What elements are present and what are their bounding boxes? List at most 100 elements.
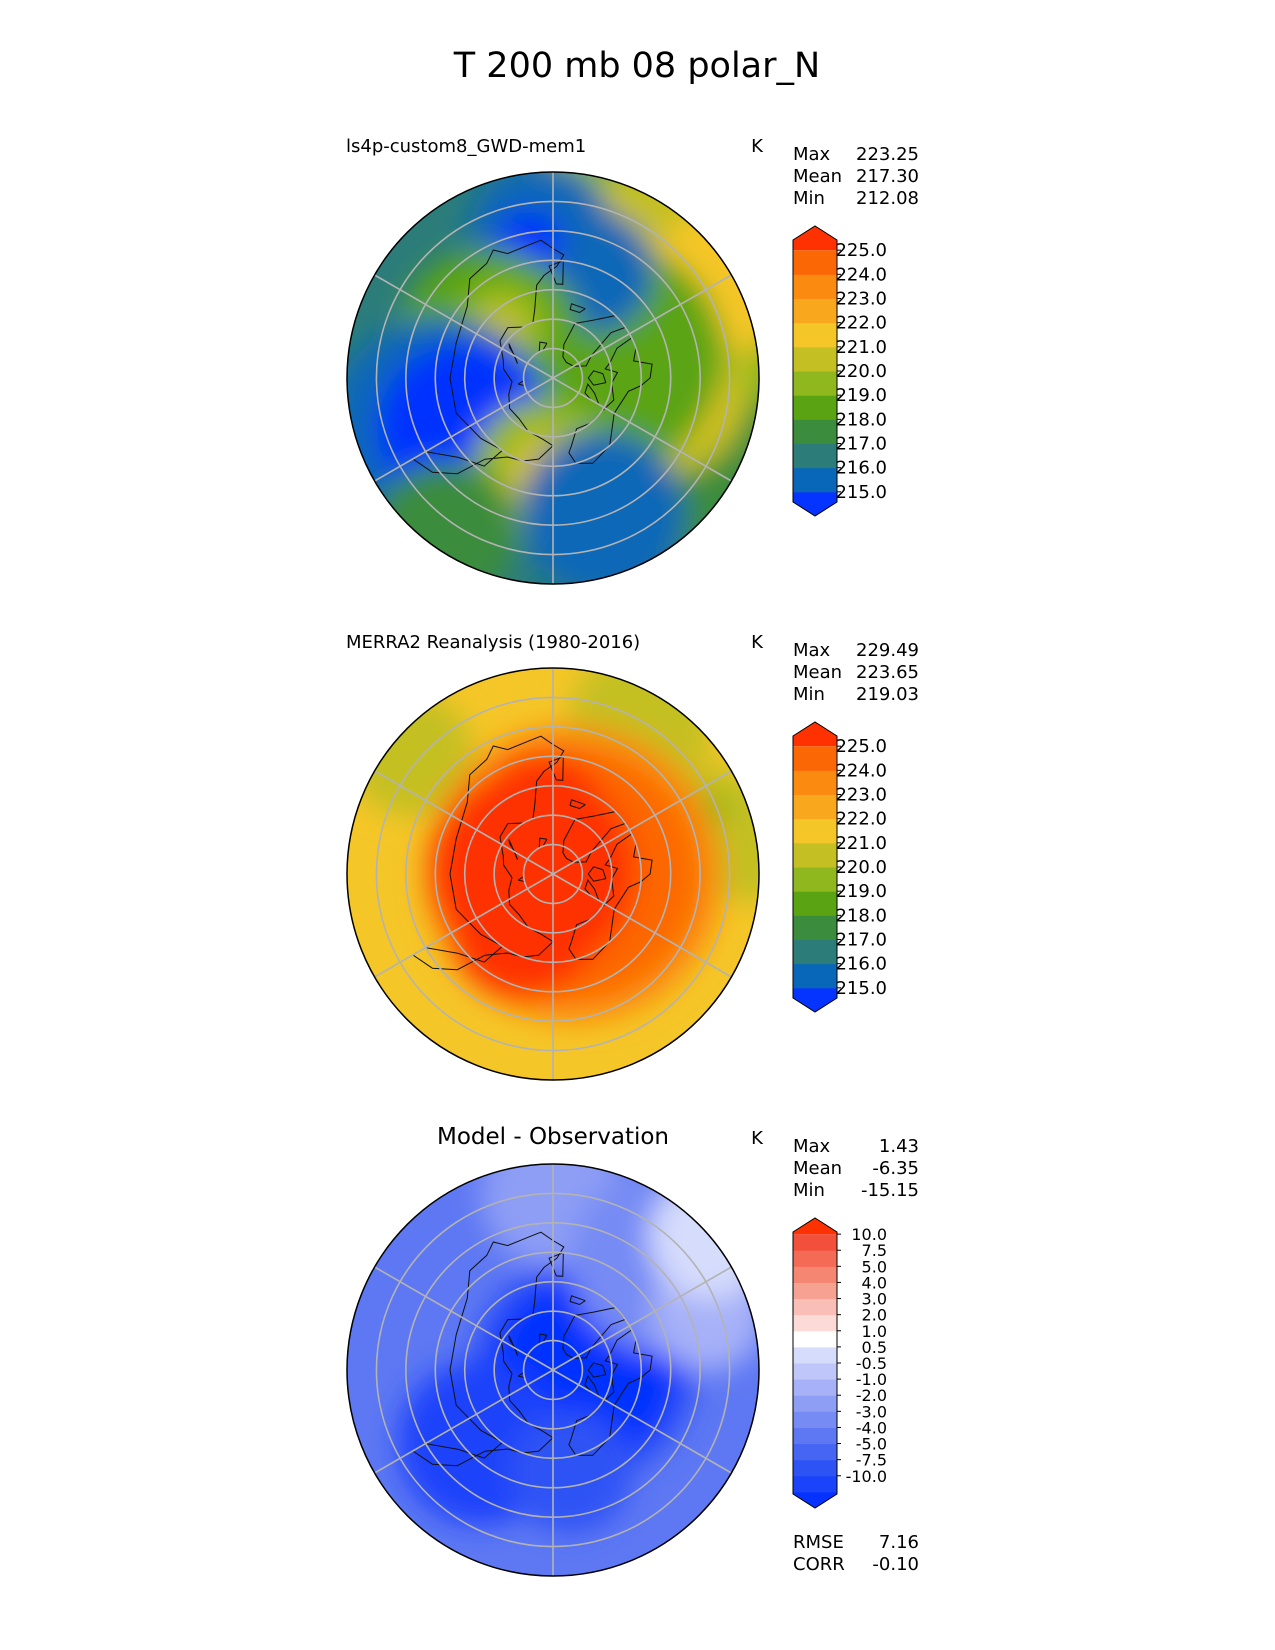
map-boundary: [346, 667, 760, 1081]
meridian-line: [374, 274, 554, 379]
colorbar-segment: [793, 250, 837, 275]
colorbar-tick-label: 225.0: [835, 736, 887, 757]
colorbar-tick-label: 7.5: [862, 1241, 887, 1260]
panel-title: ls4p-custom8_GWD-mem1: [346, 136, 586, 157]
colorbar-segment: [793, 1250, 837, 1267]
colorbar-tick-label: 222.0: [835, 313, 887, 334]
colorbar-segment: [793, 1491, 837, 1508]
colorbar-segment: [793, 1314, 837, 1332]
colorbar-segment: [793, 1363, 837, 1380]
colorbar-segment: [793, 1411, 837, 1428]
stat-value: 229.49: [856, 640, 919, 661]
colorbar-segment: [793, 770, 837, 795]
stat-label: Mean: [793, 166, 842, 187]
colorbar-segment: [793, 346, 837, 372]
figure-title: T 200 mb 08 polar_N: [453, 46, 820, 86]
colorbar-segment: [793, 1379, 837, 1396]
coastline: [508, 343, 518, 364]
panel-title: MERRA2 Reanalysis (1980-2016): [346, 632, 640, 653]
stat-value: 223.65: [856, 662, 919, 683]
colorbar-tick-label: 10.0: [851, 1225, 887, 1244]
map-panel-3: Model - Observation K Max 1.43 Mean -6.35 Min -…: [346, 1124, 919, 1577]
colorbar-segment: [793, 1427, 837, 1445]
colorbar-segment: [793, 1330, 837, 1348]
stat-label: Mean: [793, 662, 842, 683]
stat-value: -15.15: [861, 1180, 919, 1201]
colorbar-segment: [793, 298, 837, 324]
colorbar-tick-label: 220.0: [835, 361, 887, 382]
colorbar-tick-label: 223.0: [835, 289, 887, 310]
colorbar-tick-label: 1.0: [862, 1322, 887, 1341]
graticule: [374, 668, 732, 1080]
panel-title: Model - Observation: [437, 1124, 669, 1150]
colorbar-segment: [793, 491, 837, 516]
colorbar: 10.07.55.04.03.02.01.00.5-0.5-1.0-2.0-3.…: [792, 1217, 887, 1509]
coastline: [569, 1295, 586, 1306]
coastline: [411, 239, 565, 475]
colorbar-tick-label: 219.0: [835, 881, 887, 902]
meridian-line: [552, 377, 732, 482]
meridian-line: [374, 1369, 554, 1474]
coastline: [508, 839, 518, 860]
colorbar-tick-label: 221.0: [835, 833, 887, 854]
colorbar-tick-label: -10.0: [846, 1467, 887, 1486]
colorbar-segment: [793, 1395, 837, 1412]
stat-label: Mean: [793, 1158, 842, 1179]
colorbar-tick-label: 215.0: [835, 482, 887, 503]
stat-label: Min: [793, 684, 825, 705]
stat-label: Max: [793, 1136, 831, 1157]
coastline: [587, 370, 607, 386]
meridian-line: [374, 770, 554, 875]
colorbar-tick-label: 215.0: [835, 978, 887, 999]
colorbar-segment: [793, 371, 837, 396]
footer-stat-value: 7.16: [879, 1532, 919, 1553]
meridian-line: [552, 1369, 732, 1474]
colorbar-tick-label: -2.0: [856, 1386, 887, 1405]
panels: ls4p-custom8_GWD-mem1 K Max 223.25 Mean 217.3…: [346, 136, 919, 1577]
colorbar-tick-label: 3.0: [862, 1290, 887, 1309]
colorbar: 225.0 224.0 223.0 222.0 221.0 220.0 219.0 218.0…: [792, 721, 887, 1013]
colorbar-segment: [793, 746, 837, 771]
colorbar-segment: [793, 722, 837, 747]
colorbar-tick-label: 219.0: [835, 385, 887, 406]
coastline: [548, 756, 564, 781]
colorbar-tick-label: -7.5: [856, 1451, 887, 1470]
map-boundary: [346, 171, 760, 585]
colorbar-segment: [793, 1459, 837, 1477]
stat-value: 1.43: [879, 1136, 919, 1157]
colorbar-tick-label: -0.5: [856, 1354, 887, 1373]
colorbar-segment: [793, 1218, 837, 1235]
colorbar-outline: [792, 225, 838, 517]
footer-stat-value: -0.10: [872, 1554, 919, 1575]
colorbar-segment: [793, 842, 837, 868]
colorbar-segment: [793, 1282, 837, 1300]
colorbar-segment: [793, 1298, 837, 1316]
colorbar-segment: [793, 226, 837, 251]
units-label: K: [751, 136, 764, 157]
meridian-line: [552, 274, 732, 379]
colorbar-tick-label: 2.0: [862, 1306, 887, 1325]
colorbar-tick-label: -3.0: [856, 1402, 887, 1421]
colorbar-tick-label: 217.0: [835, 930, 887, 951]
coastline: [548, 1252, 564, 1277]
colorbar-segment: [793, 1234, 837, 1251]
coastline: [411, 1231, 565, 1467]
colorbar-segment: [793, 274, 837, 299]
graticule: [374, 1164, 732, 1576]
graticule: [374, 172, 732, 584]
coastline: [411, 735, 565, 971]
colorbar-segment: [793, 1266, 837, 1283]
colorbar-segment: [793, 867, 837, 892]
colorbar-segment: [793, 987, 837, 1012]
footer-stat-label: CORR: [793, 1554, 845, 1575]
colorbar-tick-label: 222.0: [835, 809, 887, 830]
stat-value: 223.25: [856, 144, 919, 165]
colorbar-tick-label: 225.0: [835, 240, 887, 261]
colorbar-outline: [792, 1217, 838, 1509]
colorbar-segment: [793, 419, 837, 444]
colorbar-tick-label: 224.0: [835, 264, 887, 285]
units-label: K: [751, 632, 764, 653]
field-region: [449, 855, 595, 1000]
map-field: [347, 1164, 759, 1576]
